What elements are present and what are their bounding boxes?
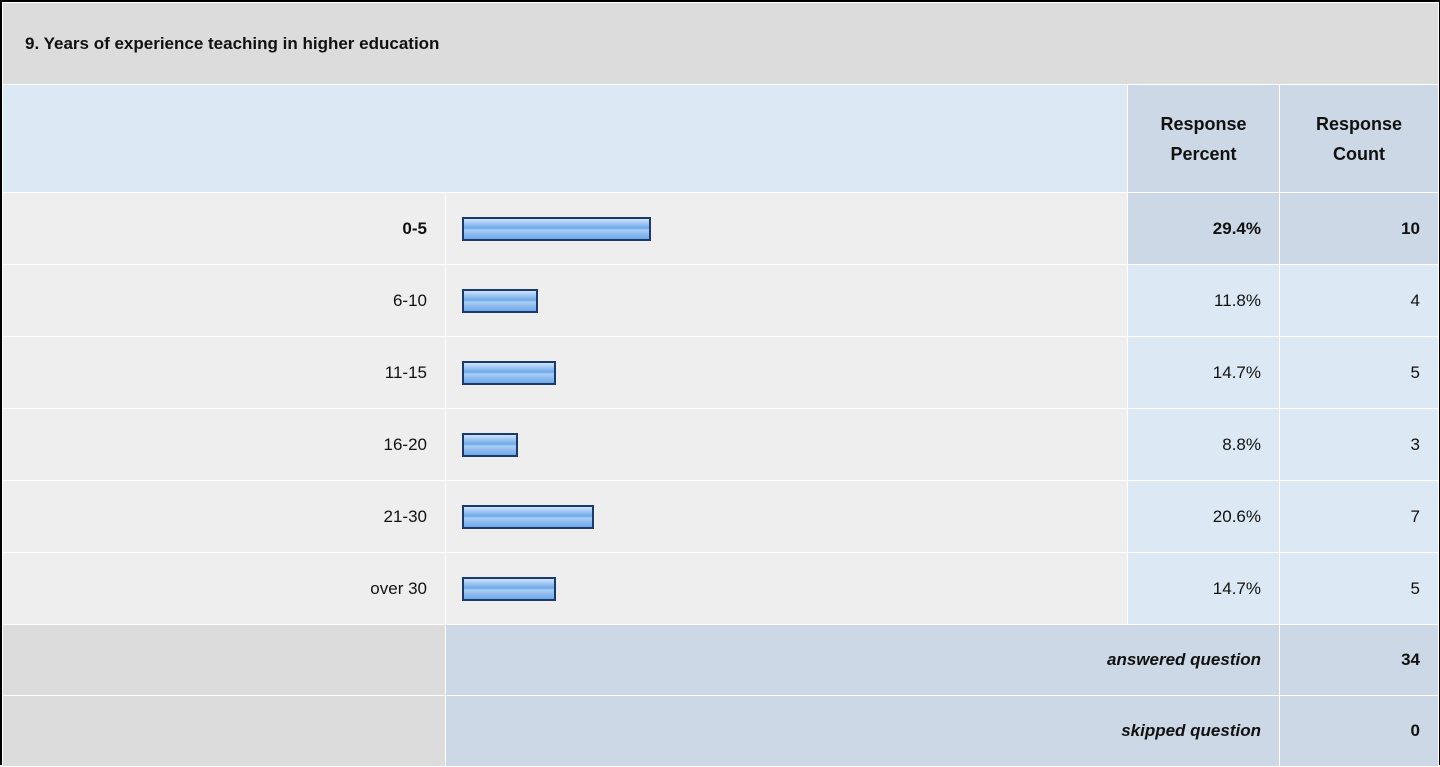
- answer-row: over 30 14.7% 5: [2, 552, 1439, 625]
- bar-cell: [445, 264, 1128, 337]
- header-blank: [2, 84, 1128, 193]
- answer-label: 11-15: [2, 336, 446, 409]
- response-count: 3: [1279, 408, 1439, 481]
- question-title: 9. Years of experience teaching in highe…: [2, 2, 1439, 85]
- bar-cell: [445, 480, 1128, 553]
- summary-label: skipped question: [445, 695, 1280, 767]
- answer-row: 0-5 29.4% 10: [2, 192, 1439, 265]
- summary-label: answered question: [445, 624, 1280, 696]
- response-percent: 29.4%: [1127, 192, 1280, 265]
- answer-row: 6-10 11.8% 4: [2, 264, 1439, 337]
- summary-value: 0: [1279, 695, 1439, 767]
- response-percent: 14.7%: [1127, 552, 1280, 625]
- bar: [462, 360, 557, 385]
- bar-cell: [445, 336, 1128, 409]
- bar: [462, 504, 595, 529]
- answer-row: 21-30 20.6% 7: [2, 480, 1439, 553]
- answer-label: 0-5: [2, 192, 446, 265]
- answer-row: 16-20 8.8% 3: [2, 408, 1439, 481]
- response-count: 4: [1279, 264, 1439, 337]
- answer-row: 11-15 14.7% 5: [2, 336, 1439, 409]
- summary-row: answered question 34: [2, 624, 1439, 696]
- bar: [462, 576, 557, 601]
- bar-cell: [445, 192, 1128, 265]
- answer-label: 6-10: [2, 264, 446, 337]
- bar-cell: [445, 408, 1128, 481]
- summary-blank: [2, 695, 446, 767]
- bar: [462, 216, 651, 241]
- response-count: 7: [1279, 480, 1439, 553]
- response-percent: 8.8%: [1127, 408, 1280, 481]
- answer-label: 21-30: [2, 480, 446, 553]
- response-percent: 14.7%: [1127, 336, 1280, 409]
- bar: [462, 432, 519, 457]
- summary-value: 34: [1279, 624, 1439, 696]
- count-header: Response Count: [1279, 84, 1439, 193]
- response-count: 5: [1279, 336, 1439, 409]
- percent-header: Response Percent: [1127, 84, 1280, 193]
- response-count: 5: [1279, 552, 1439, 625]
- answer-label: 16-20: [2, 408, 446, 481]
- summary-blank: [2, 624, 446, 696]
- response-percent: 20.6%: [1127, 480, 1280, 553]
- answer-label: over 30: [2, 552, 446, 625]
- summary-row: skipped question 0: [2, 695, 1439, 767]
- response-count: 10: [1279, 192, 1439, 265]
- bar: [462, 288, 538, 313]
- response-percent: 11.8%: [1127, 264, 1280, 337]
- bar-cell: [445, 552, 1128, 625]
